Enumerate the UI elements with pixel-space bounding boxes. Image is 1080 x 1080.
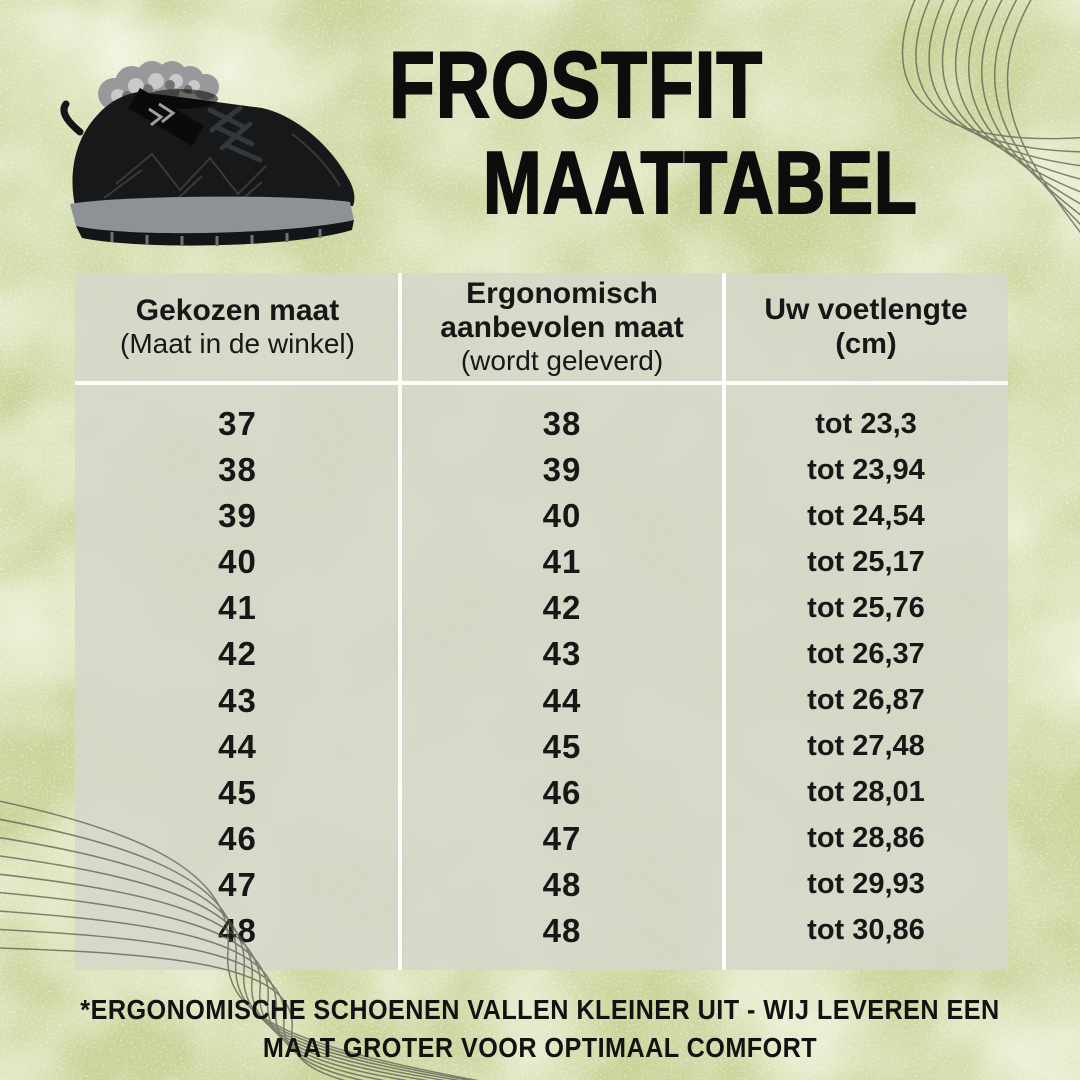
header-gekozen-maat: Gekozen maat (Maat in de winkel) [75,294,400,360]
cell-voetlengte: tot 23,3 [815,407,917,440]
column-divider [398,273,402,970]
cell-voetlengte: tot 25,17 [807,545,925,578]
cell-voetlengte: tot 29,93 [807,868,925,901]
table-row: 41 42 tot 25,76 [75,585,1008,631]
cell-aanbevolen-maat: 44 [542,681,582,719]
cell-gekozen-maat: 39 [218,497,257,535]
table-row: 39 40 tot 24,54 [75,493,1008,539]
page-subtitle: MAATTABEL [482,133,918,233]
table-row: 46 47 tot 28,86 [75,816,1008,862]
product-shoe-image [60,61,355,246]
cell-aanbevolen-maat: 48 [542,911,582,949]
table-row: 42 43 tot 26,37 [75,631,1008,677]
table-row: 40 41 tot 25,17 [75,539,1008,585]
table-row: 37 38 tot 23,3 [75,401,1008,447]
sole-midsole [70,196,354,234]
footer-line-1: *ERGONOMISCHE SCHOENEN VALLEN KLEINER UI… [80,994,1000,1025]
table-row: 44 45 tot 27,48 [75,724,1008,770]
header-title: Ergonomisch aanbevolen maat [440,277,684,344]
cell-gekozen-maat: 37 [218,405,257,443]
title-block: FROSTFIT MAATTABEL [388,32,1026,233]
header-subtitle: (wordt geleverd) [460,345,664,377]
footer-note: *ERGONOMISCHE SCHOENEN VALLEN KLEINER UI… [0,991,1080,1067]
cell-gekozen-maat: 44 [218,727,257,765]
cell-aanbevolen-maat: 48 [542,865,582,903]
cell-voetlengte: tot 24,54 [807,499,925,532]
cell-voetlengte: tot 26,87 [807,684,925,716]
brand-chevron-logo [148,102,176,127]
header-subtitle: (cm) [835,327,897,360]
cell-gekozen-maat: 46 [218,819,257,857]
header-voetlengte: Uw voetlengte (cm) [724,293,1008,360]
cell-aanbevolen-maat: 38 [542,405,582,443]
heel-pull-tab [60,100,84,136]
cell-voetlengte: tot 26,37 [807,637,925,670]
cell-aanbevolen-maat: 47 [542,819,582,857]
cell-gekozen-maat: 47 [218,865,257,903]
laces [207,105,263,163]
cell-aanbevolen-maat: 45 [542,727,582,765]
cell-voetlengte: tot 28,86 [807,822,925,855]
table-row: 45 46 tot 28,01 [75,770,1008,816]
header-subtitle: (Maat in de winkel) [120,328,355,360]
cell-voetlengte: tot 23,94 [807,453,925,486]
cell-aanbevolen-maat: 42 [542,589,582,627]
table-row: 43 44 tot 26,87 [75,677,1008,723]
cell-aanbevolen-maat: 46 [542,773,582,811]
footer-line-2: MAAT GROTER VOOR OPTIMAAL COMFORT [262,1032,818,1063]
table-header: Gekozen maat (Maat in de winkel) Ergonom… [75,273,1008,381]
cell-gekozen-maat: 38 [218,451,257,489]
boot-upper [72,92,355,215]
cell-voetlengte: tot 28,01 [807,776,925,809]
cell-gekozen-maat: 40 [218,543,257,581]
cell-voetlengte: tot 30,86 [807,914,925,947]
cell-voetlengte: tot 27,48 [807,730,925,763]
cell-gekozen-maat: 41 [218,589,257,627]
column-divider [722,273,726,970]
table-row: 47 48 tot 29,93 [75,862,1008,908]
cell-gekozen-maat: 48 [218,911,257,949]
cell-aanbevolen-maat: 39 [542,451,582,489]
cell-aanbevolen-maat: 41 [542,543,582,581]
cell-aanbevolen-maat: 40 [542,497,582,535]
cell-gekozen-maat: 42 [218,635,257,673]
header-title: Uw voetlengte [764,293,968,327]
cell-gekozen-maat: 45 [218,773,257,811]
header-aanbevolen-maat: Ergonomisch aanbevolen maat (wordt gelev… [400,277,724,377]
cell-aanbevolen-maat: 43 [542,635,582,673]
brand-title: FROSTFIT [388,32,763,137]
cell-gekozen-maat: 43 [218,681,257,719]
table-body: 37 38 tot 23,3 38 39 tot 23,94 39 40 tot… [75,385,1008,970]
header-divider [75,381,1008,385]
table-row: 38 39 tot 23,94 [75,447,1008,493]
header-title: Gekozen maat [135,293,340,327]
cell-voetlengte: tot 25,76 [807,591,925,624]
size-table: Gekozen maat (Maat in de winkel) Ergonom… [75,273,1008,970]
table-row: 48 48 tot 30,86 [75,908,1008,954]
